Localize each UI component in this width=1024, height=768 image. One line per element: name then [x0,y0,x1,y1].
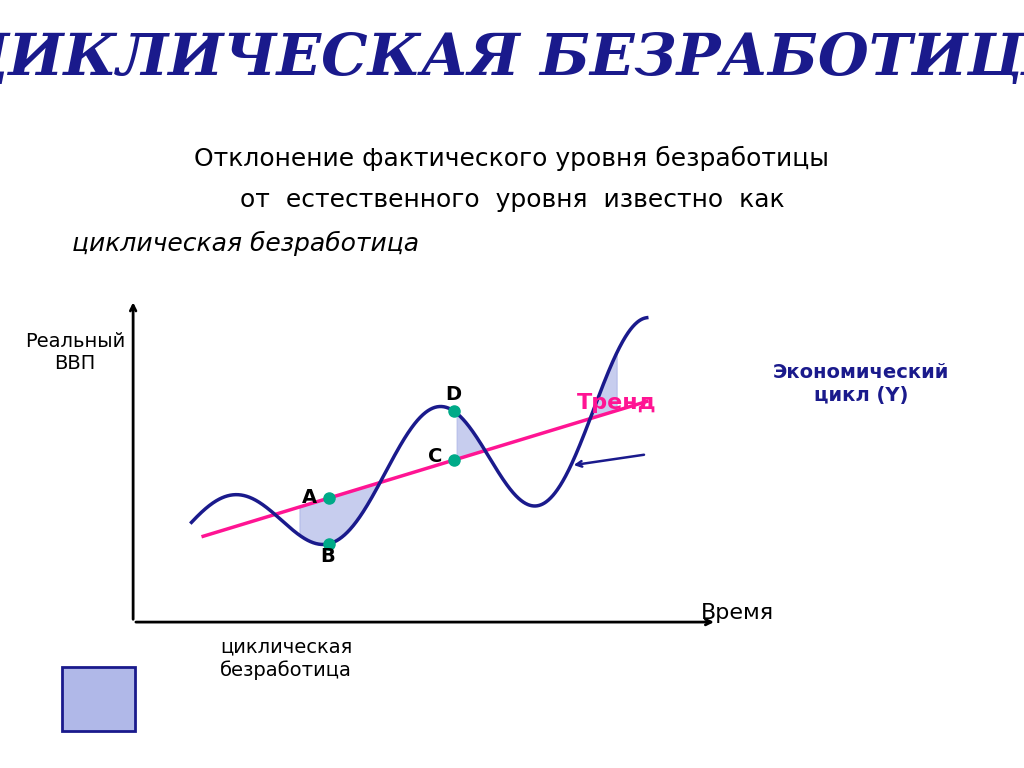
Text: C: C [428,447,442,465]
Text: Реальный
ВВП: Реальный ВВП [25,332,125,372]
Text: Экономический
цикл (Y): Экономический цикл (Y) [773,363,949,405]
Text: циклическая
безработица: циклическая безработица [220,638,352,680]
Text: Отклонение фактического уровня безработицы: Отклонение фактического уровня безработи… [195,146,829,171]
Text: A: A [302,488,317,507]
Text: ЦИКЛИЧЕСКАЯ БЕЗРАБОТИЦА: ЦИКЛИЧЕСКАЯ БЕЗРАБОТИЦА [0,31,1024,88]
Text: Время: Время [700,603,774,623]
Text: от  естественного  уровня  известно  как: от естественного уровня известно как [240,188,784,212]
Text: циклическая безработица: циклическая безработица [72,230,419,256]
Text: Тренд: Тренд [577,393,656,413]
FancyBboxPatch shape [61,667,135,731]
Text: B: B [319,547,335,565]
Text: D: D [445,386,462,404]
